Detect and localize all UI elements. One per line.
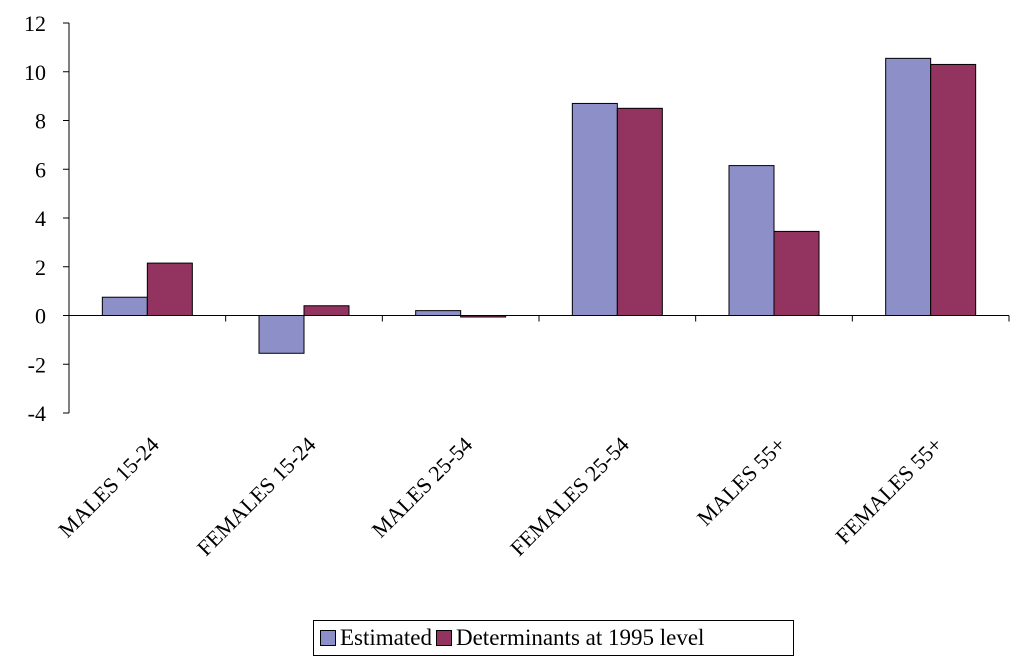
bar-determinants-1 <box>146 262 193 316</box>
x-category-label: FEMALES 55+ <box>830 432 947 549</box>
legend-swatch-series-2 <box>435 630 452 646</box>
x-category-label: MALES 25-54 <box>367 432 478 543</box>
y-tick-label: 2 <box>35 255 46 280</box>
bar-chart: -4 -2 0 2 4 6 8 10 12 MALES 15-24 FEMALES 15-24 MA… <box>24 11 1010 561</box>
y-tick-label: -2 <box>28 352 46 377</box>
bar-estimated-6 <box>885 57 932 316</box>
x-axis-ticks: MALES 15-24 FEMALES 15-24 MALES 25-54 FEMAL… <box>53 315 1010 561</box>
bars-group <box>101 57 977 354</box>
y-tick-label: 6 <box>35 157 46 182</box>
bar-determinants-5 <box>773 230 820 316</box>
legend-item-series-2: Determinants at 1995 level <box>435 625 705 651</box>
x-category-label: FEMALES 15-24 <box>192 432 321 561</box>
legend-label-series-1: Estimated <box>340 625 432 650</box>
legend-label-series-2: Determinants at 1995 level <box>455 625 705 650</box>
x-category-label: MALES 15-24 <box>53 432 164 543</box>
y-tick-label: 8 <box>35 109 46 134</box>
legend-swatch-series-1 <box>320 630 336 646</box>
legend: Estimated Determinants at 1995 level <box>313 620 794 656</box>
y-axis-ticks: -4 -2 0 2 4 6 8 10 12 <box>24 11 69 426</box>
bar-estimated-5 <box>728 165 775 316</box>
bar-determinants-2 <box>303 305 350 316</box>
bar-estimated-3 <box>415 310 462 316</box>
x-category-label: FEMALES 25-54 <box>505 432 634 561</box>
x-category-label: MALES 55+ <box>692 432 791 531</box>
bar-determinants-6 <box>930 63 977 316</box>
y-tick-label: 4 <box>35 206 46 231</box>
y-tick-label: 10 <box>24 60 46 85</box>
bar-estimated-4 <box>571 102 618 316</box>
legend-item-series-1: Estimated <box>320 625 432 651</box>
y-tick-label: -4 <box>28 401 46 426</box>
bar-estimated-2 <box>258 315 305 354</box>
y-tick-label: 0 <box>35 304 46 329</box>
bar-estimated-1 <box>101 296 148 316</box>
y-tick-label: 12 <box>24 11 46 36</box>
bar-determinants-4 <box>616 107 663 316</box>
